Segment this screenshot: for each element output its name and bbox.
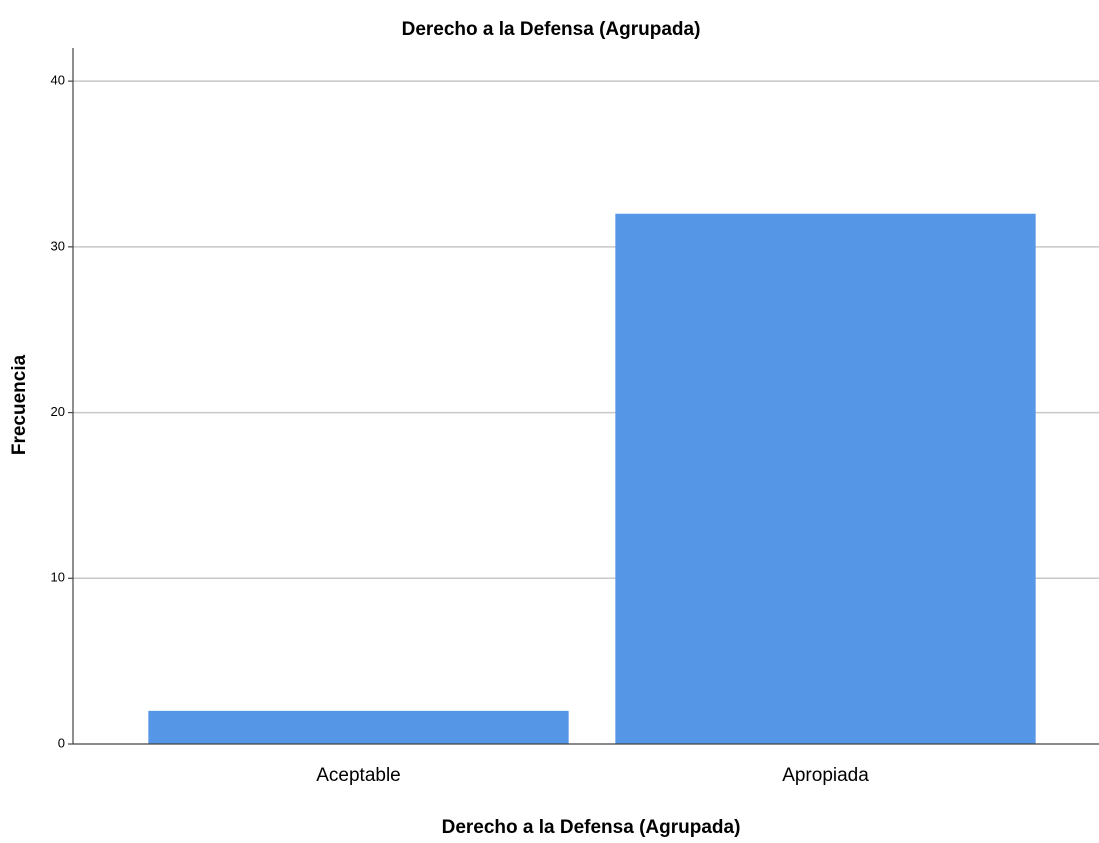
x-tick-label: Apropiada [782, 765, 869, 786]
y-tick-label: 40 [51, 73, 65, 88]
bar [148, 710, 569, 744]
y-tick-label: 20 [51, 404, 65, 419]
bar [615, 213, 1036, 744]
y-tick-label: 10 [51, 570, 65, 585]
x-axis-label: Derecho a la Defensa (Agrupada) [442, 817, 741, 838]
y-tick-label: 0 [58, 735, 65, 750]
y-axis-label: Frecuencia [9, 354, 30, 455]
x-tick-label: Aceptable [316, 765, 401, 786]
y-tick-label: 30 [51, 238, 65, 253]
chart-title: Derecho a la Defensa (Agrupada) [402, 19, 701, 40]
